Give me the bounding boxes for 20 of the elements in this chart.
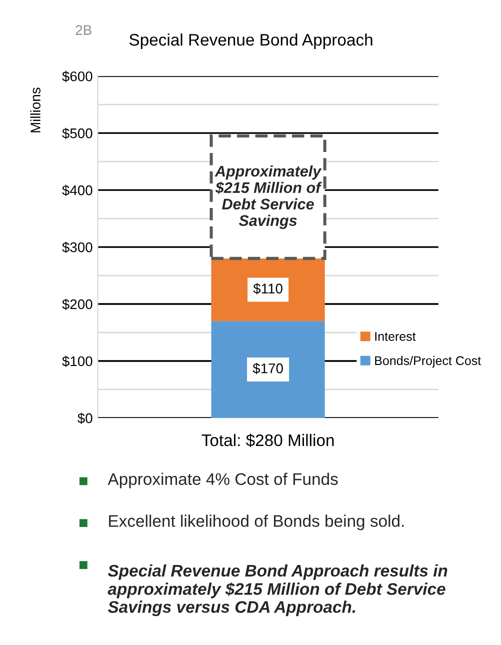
chart-subtitle: 2B	[76, 25, 92, 35]
data-label: Approximately $215 Million of Debt Service Savings	[214, 165, 322, 229]
data-label: $110	[253, 283, 282, 294]
text: Approximate 4% Cost of Funds	[108, 472, 338, 488]
legend-label: Interest	[375, 332, 416, 341]
x-axis-title: Total: $280 Million	[202, 434, 334, 448]
y-tick-label: $300	[62, 242, 92, 254]
text: Special Revenue Bond Approach results in approximately $215 Million of Debt Service Savings versus CDA Approach.	[108, 564, 448, 616]
text: Excellent likelihood of Bonds being sold.	[109, 514, 404, 530]
y-tick-label: $0	[78, 412, 92, 424]
data-label: $170	[252, 362, 283, 374]
y-tick-label: $400	[62, 184, 92, 196]
y-axis-title: Millions	[30, 88, 40, 132]
y-tick-label: $200	[62, 298, 92, 310]
y-tick-label: $100	[62, 356, 92, 367]
legend-label: Bonds/Project Cost	[375, 356, 482, 368]
y-tick-label: $600	[62, 70, 92, 82]
chart-title: Special Revenue Bond Approach	[129, 33, 372, 50]
y-tick-label: $500	[62, 128, 92, 140]
bar	[211, 321, 325, 418]
